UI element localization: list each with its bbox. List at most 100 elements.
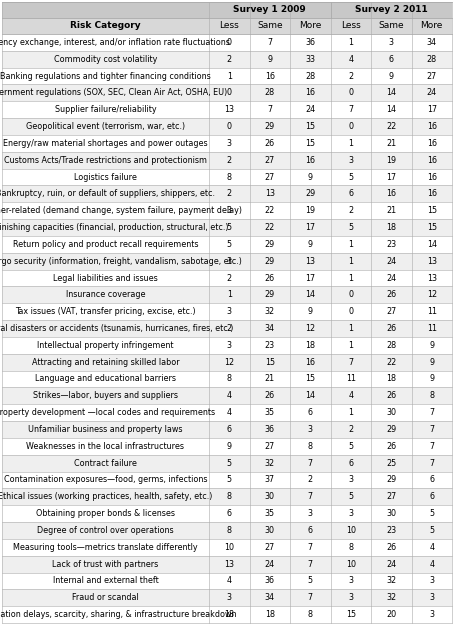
Text: 1: 1 <box>227 72 232 81</box>
Text: 2: 2 <box>227 189 232 198</box>
Text: 8: 8 <box>348 542 353 552</box>
Text: 4: 4 <box>348 55 353 64</box>
Text: 15: 15 <box>305 122 316 131</box>
Text: 9: 9 <box>308 307 313 316</box>
Text: 18: 18 <box>386 374 396 384</box>
Text: Measuring tools—metrics translate differently: Measuring tools—metrics translate differ… <box>13 542 198 552</box>
Text: 34: 34 <box>427 38 437 47</box>
Text: Less: Less <box>219 21 239 31</box>
Text: Fraud or scandal: Fraud or scandal <box>72 593 139 602</box>
Text: 24: 24 <box>265 559 275 569</box>
Bar <box>2 18 452 34</box>
Text: 1: 1 <box>348 341 353 350</box>
Text: 2: 2 <box>227 324 232 333</box>
Bar <box>2 556 452 572</box>
Text: 16: 16 <box>427 156 437 165</box>
Text: More: More <box>299 21 321 31</box>
Text: 7: 7 <box>267 38 272 47</box>
Text: 1: 1 <box>227 291 232 299</box>
Text: 3: 3 <box>348 593 353 602</box>
Text: 8: 8 <box>227 492 232 501</box>
Text: 2: 2 <box>348 72 353 81</box>
Text: 7: 7 <box>429 425 434 434</box>
Text: 3: 3 <box>429 593 434 602</box>
Text: Currency exchange, interest, and/or inflation rate fluctuations: Currency exchange, interest, and/or infl… <box>0 38 230 47</box>
Text: 6: 6 <box>348 459 353 468</box>
Text: 5: 5 <box>227 459 232 468</box>
Text: 23: 23 <box>386 526 396 535</box>
Text: 1: 1 <box>348 240 353 249</box>
Text: 3: 3 <box>227 257 232 266</box>
Text: 28: 28 <box>427 55 437 64</box>
Text: 5: 5 <box>227 240 232 249</box>
Text: 30: 30 <box>265 526 275 535</box>
Bar <box>2 202 452 219</box>
Bar <box>2 303 452 320</box>
Text: Contract failure: Contract failure <box>74 459 137 468</box>
Text: 1: 1 <box>348 274 353 282</box>
Text: 3: 3 <box>389 38 394 47</box>
Text: 30: 30 <box>386 408 396 417</box>
Bar <box>2 505 452 522</box>
Text: 4: 4 <box>429 559 434 569</box>
Text: Contamination exposures—food, germs, infections: Contamination exposures—food, germs, inf… <box>4 476 207 484</box>
Bar <box>2 337 452 354</box>
Text: 15: 15 <box>305 139 316 148</box>
Bar <box>2 371 452 388</box>
Text: 2: 2 <box>227 274 232 282</box>
Text: Logistics failure: Logistics failure <box>74 173 137 181</box>
Text: 16: 16 <box>305 156 315 165</box>
Bar <box>2 68 452 84</box>
Text: 16: 16 <box>427 122 437 131</box>
Bar <box>2 606 452 623</box>
Text: 21: 21 <box>386 139 396 148</box>
Text: 5: 5 <box>227 476 232 484</box>
Text: 14: 14 <box>427 240 437 249</box>
Text: 7: 7 <box>308 593 313 602</box>
Bar <box>2 589 452 606</box>
Text: 26: 26 <box>386 442 396 451</box>
Text: 7: 7 <box>308 459 313 468</box>
Text: Weaknesses in the local infrastructures: Weaknesses in the local infrastructures <box>26 442 184 451</box>
Text: 7: 7 <box>308 542 313 552</box>
Text: 36: 36 <box>265 576 275 586</box>
Text: 23: 23 <box>265 341 275 350</box>
Text: Degree of control over operations: Degree of control over operations <box>37 526 174 535</box>
Text: 22: 22 <box>265 223 275 232</box>
Text: Government regulations (SOX, SEC, Clean Air Act, OSHA, EU): Government regulations (SOX, SEC, Clean … <box>0 88 227 98</box>
Text: 11: 11 <box>346 374 356 384</box>
Text: 2: 2 <box>348 206 353 215</box>
Text: 0: 0 <box>348 122 353 131</box>
Text: 10: 10 <box>346 559 356 569</box>
Text: 3: 3 <box>429 610 434 619</box>
Text: Commodity cost volatility: Commodity cost volatility <box>54 55 157 64</box>
Text: 15: 15 <box>345 610 356 619</box>
Text: 0: 0 <box>227 88 232 98</box>
Text: 12: 12 <box>305 324 316 333</box>
Text: 9: 9 <box>429 374 434 384</box>
Text: Customs Acts/Trade restrictions and protectionism: Customs Acts/Trade restrictions and prot… <box>4 156 207 165</box>
Text: 34: 34 <box>265 593 275 602</box>
Text: 5: 5 <box>429 526 434 535</box>
Text: 5: 5 <box>348 442 353 451</box>
Text: 35: 35 <box>265 509 275 518</box>
Text: 17: 17 <box>305 274 316 282</box>
Text: 28: 28 <box>265 88 275 98</box>
Text: Property development —local codes and requirements: Property development —local codes and re… <box>0 408 216 417</box>
Text: 2: 2 <box>227 55 232 64</box>
Text: Same: Same <box>379 21 404 31</box>
Bar <box>2 522 452 539</box>
Text: 8: 8 <box>308 610 313 619</box>
Text: 24: 24 <box>386 274 396 282</box>
Text: 36: 36 <box>305 38 315 47</box>
Text: 9: 9 <box>429 341 434 350</box>
Text: 14: 14 <box>305 391 315 401</box>
Text: 6: 6 <box>308 408 313 417</box>
Text: 32: 32 <box>386 593 396 602</box>
Bar <box>2 354 452 371</box>
Text: 9: 9 <box>308 173 313 181</box>
Text: 29: 29 <box>305 189 316 198</box>
Text: Same: Same <box>257 21 282 31</box>
Text: Strikes—labor, buyers and suppliers: Strikes—labor, buyers and suppliers <box>33 391 178 401</box>
Text: Banking regulations and tighter financing conditions: Banking regulations and tighter financin… <box>0 72 211 81</box>
